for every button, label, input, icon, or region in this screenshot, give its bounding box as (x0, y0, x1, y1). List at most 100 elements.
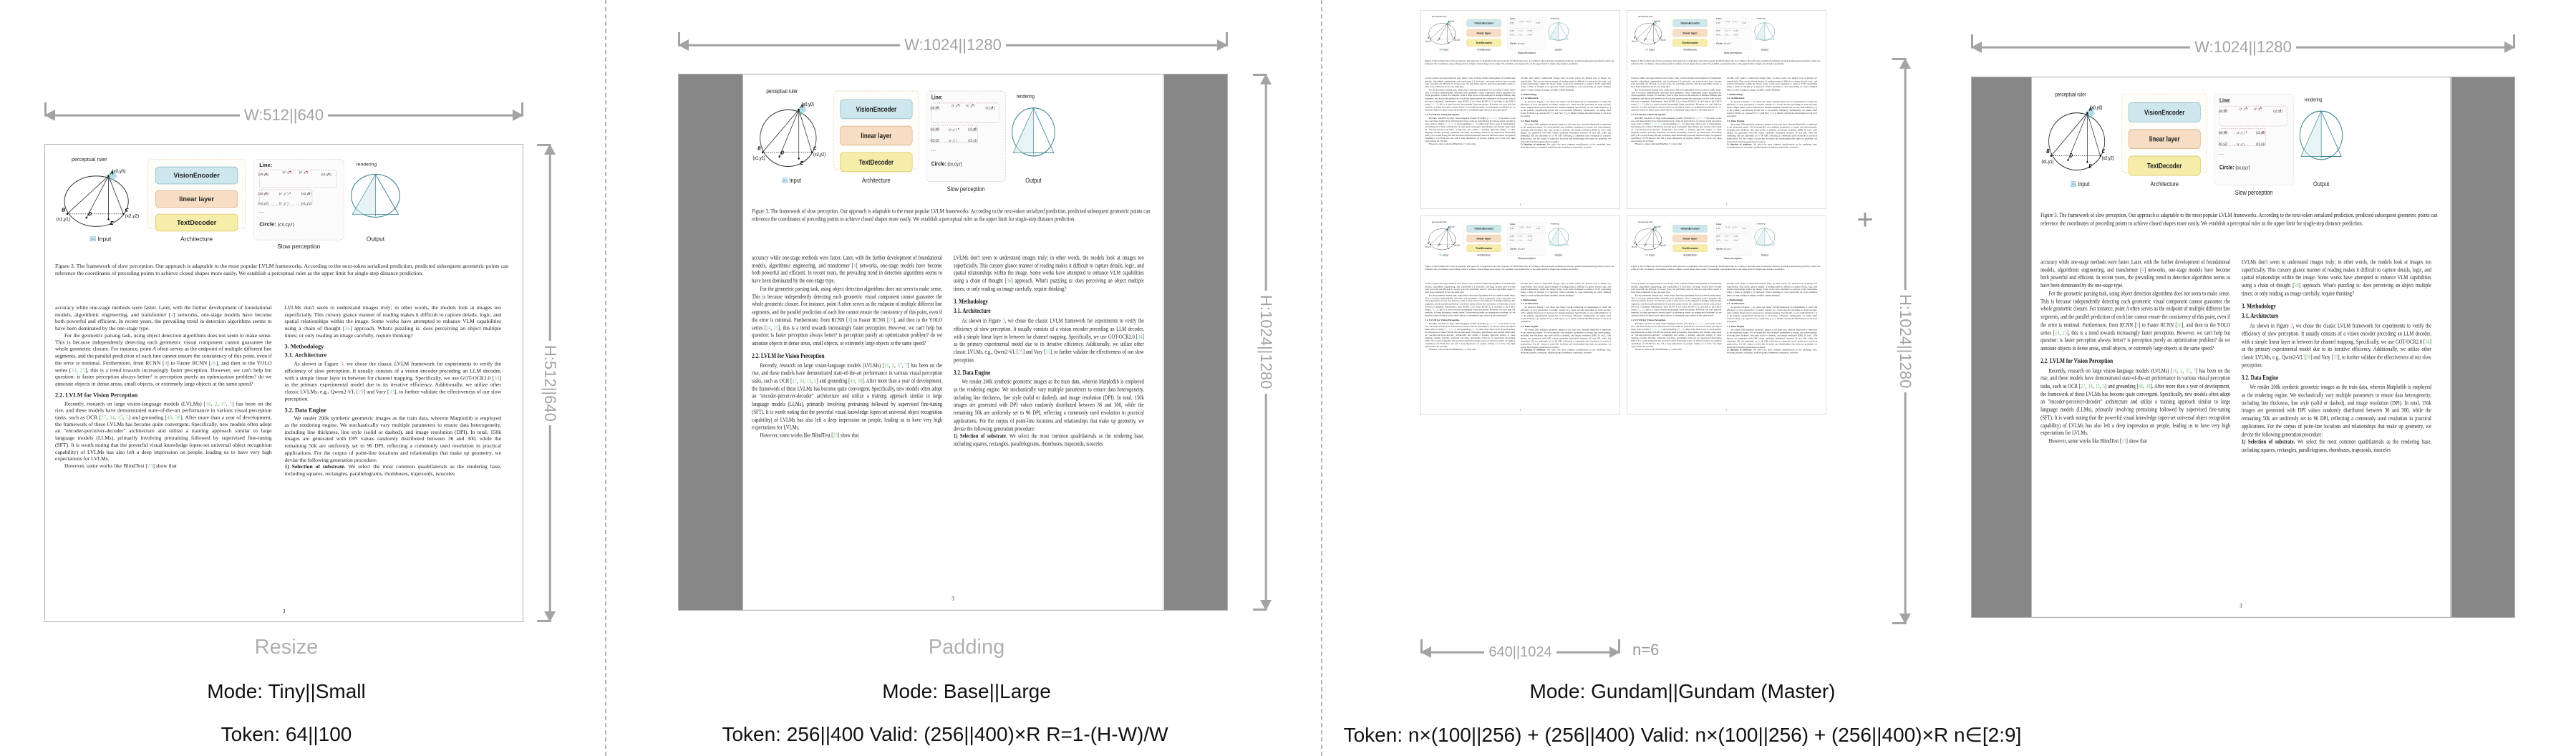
svg-text:.....: ..... (1510, 37, 1513, 39)
svg-text:(x1,y1): (x1,y1) (2041, 159, 2053, 165)
svg-text:rendering: rendering (357, 162, 377, 167)
svg-text:(x0,y0): (x0,y0) (2219, 131, 2228, 136)
svg-text:(x' ,y' ): (x' ,y' ) (1725, 240, 1729, 241)
svg-text:B: B (1634, 36, 1635, 39)
svg-text:(x0,y0): (x0,y0) (931, 127, 940, 132)
svg-text:(x2,y2): (x2,y2) (1734, 31, 1738, 32)
svg-text:(x0,y0): (x0,y0) (1510, 22, 1514, 24)
svg-text:(x' ,y' ): (x' ,y' ) (967, 104, 975, 108)
svg-text:(x2,y2): (x2,y2) (2219, 142, 2228, 147)
svg-text:(x1,y1): (x1,y1) (2256, 142, 2265, 147)
svg-text:.....: ..... (2219, 150, 2224, 156)
svg-text:(x' ,y' ): (x' ,y' ) (952, 104, 960, 108)
svg-text:B: B (757, 146, 760, 152)
svg-text:(x0,y0): (x0,y0) (1448, 226, 1454, 228)
svg-text:(x' ,y' ): (x' ,y' ) (1519, 240, 1523, 241)
svg-text:(x' ,y' ): (x' ,y' ) (1725, 31, 1729, 32)
svg-text:E: E (2088, 164, 2091, 170)
svg-text:(x0,y0): (x0,y0) (1655, 20, 1660, 23)
svg-text:(x2,y2): (x2,y2) (1734, 236, 1738, 238)
svg-text:D: D (1645, 38, 1646, 41)
svg-text:D: D (88, 212, 92, 217)
svg-text:.....: ..... (1716, 243, 1719, 245)
svg-text:D: D (2070, 154, 2073, 160)
svg-text:B: B (1428, 241, 1429, 244)
svg-text:(x2,y2): (x2,y2) (1454, 244, 1460, 247)
svg-text:.....: ..... (258, 209, 265, 214)
svg-text:(x' ,y' ): (x' ,y' ) (1725, 34, 1729, 36)
svg-text:(x1,y1): (x1,y1) (321, 173, 331, 176)
svg-text:(x' ,y' ): (x' ,y' ) (1520, 21, 1524, 23)
svg-text:(x1,y1): (x1,y1) (301, 202, 312, 205)
svg-text:(x0,y0): (x0,y0) (931, 106, 940, 110)
svg-text:D: D (781, 150, 784, 156)
svg-text:(x' ,y' ): (x' ,y' ) (949, 139, 957, 143)
svg-text:(x0,y0): (x0,y0) (2090, 105, 2102, 111)
svg-text:(x2,y2): (x2,y2) (1454, 39, 1460, 42)
svg-text:rendering: rendering (1551, 223, 1559, 226)
svg-text:D: D (1645, 243, 1646, 246)
svg-text:(x' ,y' ): (x' ,y' ) (2240, 107, 2248, 111)
svg-text:B: B (1428, 36, 1429, 39)
svg-text:(x0,y0): (x0,y0) (1510, 228, 1514, 229)
svg-text:E: E (110, 221, 114, 226)
svg-text:(x0,y0): (x0,y0) (802, 102, 814, 108)
svg-text:(x2,y2): (x2,y2) (931, 139, 940, 143)
svg-text:(x2,y2): (x2,y2) (1660, 39, 1666, 42)
svg-text:(x0,y0): (x0,y0) (258, 192, 269, 195)
svg-text:(x0,y0): (x0,y0) (112, 169, 125, 174)
svg-text:(x' ,y' ): (x' ,y' ) (283, 170, 292, 174)
svg-text:perceptual ruler: perceptual ruler (1638, 220, 1653, 223)
svg-text:(x' ,y' ): (x' ,y' ) (1725, 236, 1729, 238)
svg-text:(x0,y0): (x0,y0) (1716, 22, 1720, 24)
svg-text:(x1,y1): (x1,y1) (753, 155, 765, 161)
svg-text:(x2,y2): (x2,y2) (2102, 155, 2114, 161)
svg-text:C: C (2102, 150, 2106, 155)
svg-text:(x1,y1): (x1,y1) (1742, 228, 1746, 229)
svg-text:(x2,y2): (x2,y2) (301, 192, 312, 195)
svg-text:(x2,y2): (x2,y2) (1716, 240, 1720, 241)
svg-text:perceptual ruler: perceptual ruler (1432, 15, 1447, 18)
svg-text:(x' ,y' ): (x' ,y' ) (1526, 21, 1531, 23)
svg-text:(x' ,y' ): (x' ,y' ) (1526, 227, 1531, 228)
svg-text:B: B (2046, 150, 2049, 155)
svg-text:(x0,y0): (x0,y0) (1716, 31, 1720, 32)
svg-text:(x2,y2): (x2,y2) (258, 202, 269, 205)
svg-text:(x1,y1): (x1,y1) (1425, 40, 1431, 43)
svg-text:perceptual ruler: perceptual ruler (766, 87, 798, 94)
svg-text:(x' ,y' ): (x' ,y' ) (1733, 21, 1737, 23)
svg-text:E: E (1654, 42, 1655, 44)
svg-text:(x' ,y' ): (x' ,y' ) (2237, 142, 2245, 146)
svg-text:(x0,y0): (x0,y0) (2219, 109, 2228, 114)
svg-text:rendering: rendering (1757, 223, 1766, 226)
svg-text:(x0,y0): (x0,y0) (1510, 31, 1514, 32)
svg-text:(x1,y1): (x1,y1) (968, 139, 977, 143)
svg-text:(x2,y2): (x2,y2) (125, 213, 139, 218)
svg-text:(x0,y0): (x0,y0) (1655, 226, 1660, 228)
svg-text:(x1,y1): (x1,y1) (986, 106, 995, 110)
svg-text:(x2,y2): (x2,y2) (968, 127, 977, 132)
svg-text:(x' ,y' ): (x' ,y' ) (299, 170, 309, 174)
svg-text:E: E (1448, 247, 1449, 250)
svg-text:(x1,y1): (x1,y1) (1734, 240, 1738, 241)
svg-text:(x1,y1): (x1,y1) (1425, 246, 1431, 248)
svg-text:E: E (1654, 247, 1655, 250)
svg-text:(x2,y2): (x2,y2) (1510, 34, 1514, 36)
svg-text:rendering: rendering (2305, 97, 2323, 103)
svg-text:D: D (1438, 38, 1440, 41)
svg-text:(x0,y0): (x0,y0) (258, 173, 269, 176)
svg-text:B: B (62, 208, 65, 213)
svg-text:(x' ,y' ): (x' ,y' ) (1520, 227, 1524, 228)
svg-text:E: E (800, 160, 803, 166)
svg-text:.....: ..... (931, 147, 936, 152)
svg-text:(x' ,y' ): (x' ,y' ) (2254, 107, 2262, 111)
svg-text:(x1,y1): (x1,y1) (1742, 22, 1746, 24)
svg-text:B: B (1634, 241, 1635, 244)
svg-text:(x2,y2): (x2,y2) (1660, 244, 1666, 247)
svg-text:(x' ,y' ): (x' ,y' ) (1519, 34, 1523, 36)
svg-text:(x2,y2): (x2,y2) (813, 152, 825, 158)
svg-text:(x2,y2): (x2,y2) (1510, 240, 1514, 241)
svg-text:(x' ,y' ): (x' ,y' ) (1519, 236, 1523, 238)
svg-text:perceptual ruler: perceptual ruler (2055, 90, 2086, 97)
svg-text:rendering: rendering (1551, 17, 1559, 20)
